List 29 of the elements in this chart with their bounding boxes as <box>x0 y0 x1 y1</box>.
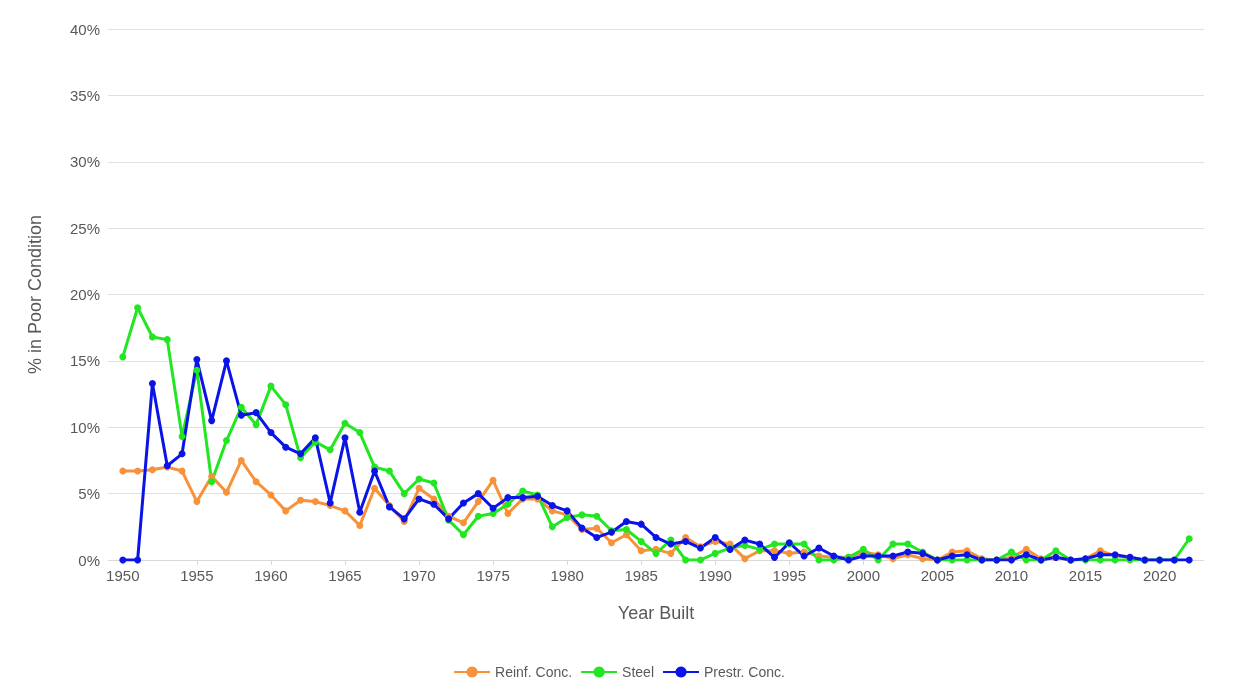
x-tick-label: 1990 <box>698 567 732 584</box>
y-tick-label: 30% <box>69 153 100 171</box>
x-tick-label: 2020 <box>1142 567 1177 584</box>
y-tick-label: 15% <box>69 352 100 370</box>
legend-label: Reinf. Conc. <box>495 664 573 680</box>
x-tick-label: 1950 <box>106 567 140 584</box>
legend-label: Steel <box>622 664 655 680</box>
x-tick-label: 2000 <box>846 567 881 584</box>
x-tick-label: 2010 <box>994 567 1029 584</box>
x-tick-label: 1955 <box>180 567 214 584</box>
y-tick-label: 10% <box>69 418 100 436</box>
legend-label: Prestr. Conc. <box>704 664 785 680</box>
y-tick-label: 25% <box>69 219 100 237</box>
x-tick-label: 1975 <box>476 567 510 584</box>
y-tick-label: 40% <box>69 20 100 38</box>
y-tick-label: 20% <box>69 286 100 303</box>
x-axis-title: Year Built <box>617 603 695 623</box>
x-tick-label: 1995 <box>772 567 806 584</box>
x-tick-label: 1985 <box>624 567 658 584</box>
y-axis-title: % in Poor Condition <box>25 214 45 375</box>
y-tick-label: 0% <box>78 551 100 569</box>
x-tick-label: 1970 <box>402 567 436 584</box>
x-tick-label: 1965 <box>328 567 362 584</box>
x-tick-label: 2005 <box>920 567 955 584</box>
y-tick-label: 35% <box>69 86 100 104</box>
x-tick-label: 1960 <box>254 567 288 584</box>
y-tick-label: 5% <box>78 485 100 503</box>
x-tick-label: 1980 <box>550 567 584 584</box>
x-tick-label: 2015 <box>1068 567 1103 584</box>
